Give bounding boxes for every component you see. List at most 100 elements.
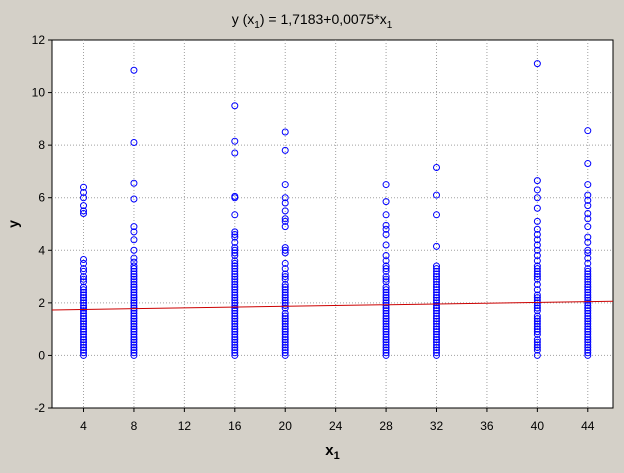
data-point <box>433 333 441 341</box>
data-point <box>584 325 592 333</box>
data-point <box>584 160 592 168</box>
data-point <box>584 273 592 281</box>
data-point <box>382 286 390 294</box>
data-point <box>130 336 138 344</box>
data-point <box>584 286 592 294</box>
data-point <box>80 283 88 291</box>
data-point <box>231 244 239 252</box>
data-point <box>382 338 390 346</box>
x-tick-label: 8 <box>131 419 138 433</box>
data-point <box>533 265 541 273</box>
data-point <box>584 215 592 223</box>
data-point <box>281 338 289 346</box>
data-point <box>281 304 289 312</box>
x-axis-label-base: x <box>325 442 334 459</box>
data-point <box>382 320 390 328</box>
data-point <box>533 231 541 239</box>
data-point <box>433 307 441 315</box>
data-point <box>281 275 289 283</box>
data-point <box>130 341 138 349</box>
data-point <box>281 336 289 344</box>
data-point <box>130 275 138 283</box>
x-tick-label: 40 <box>531 419 545 433</box>
data-point <box>382 312 390 320</box>
data-point <box>584 323 592 331</box>
data-point <box>433 330 441 338</box>
data-point <box>80 336 88 344</box>
data-point <box>130 223 138 231</box>
data-point <box>584 233 592 241</box>
x-tick-label: 4 <box>80 419 87 433</box>
data-point <box>231 283 239 291</box>
data-point <box>533 280 541 288</box>
data-point <box>80 317 88 325</box>
y-tick-label: 2 <box>38 296 45 310</box>
x-axis-label-subscript: 1 <box>334 450 340 462</box>
data-point <box>80 286 88 294</box>
data-point <box>130 299 138 307</box>
data-point <box>130 338 138 346</box>
x-tick-label: 12 <box>178 419 192 433</box>
data-point <box>80 288 88 296</box>
data-point <box>80 294 88 302</box>
data-point <box>281 315 289 323</box>
data-point <box>80 207 88 215</box>
data-point <box>382 341 390 349</box>
data-point <box>130 228 138 236</box>
data-point <box>433 275 441 283</box>
data-point <box>382 252 390 260</box>
data-point <box>533 328 541 336</box>
data-point <box>231 309 239 317</box>
data-point <box>382 315 390 323</box>
data-point <box>80 291 88 299</box>
data-point <box>281 265 289 273</box>
data-point <box>382 299 390 307</box>
y-tick-label: 6 <box>38 191 45 205</box>
data-point <box>130 330 138 338</box>
data-point <box>382 291 390 299</box>
data-point <box>584 304 592 312</box>
data-point <box>281 286 289 294</box>
data-point <box>533 323 541 331</box>
data-point <box>533 312 541 320</box>
data-point <box>130 351 138 359</box>
y-tick-label: 4 <box>38 243 45 257</box>
data-point <box>382 273 390 281</box>
data-point <box>231 301 239 309</box>
data-point <box>584 341 592 349</box>
data-point <box>433 262 441 270</box>
data-point <box>533 194 541 202</box>
data-point <box>130 286 138 294</box>
x-tick-label: 16 <box>228 419 242 433</box>
data-point <box>382 257 390 265</box>
data-point <box>130 288 138 296</box>
data-point <box>281 325 289 333</box>
data-point <box>533 252 541 260</box>
data-point <box>382 231 390 239</box>
data-point <box>281 301 289 309</box>
data-point <box>80 307 88 315</box>
data-point <box>231 228 239 236</box>
y-tick-label: 8 <box>38 138 45 152</box>
title-prefix: y (x <box>232 11 255 27</box>
data-point <box>281 320 289 328</box>
data-point <box>231 320 239 328</box>
data-point <box>130 283 138 291</box>
data-point <box>80 267 88 275</box>
x-tick-label: 20 <box>279 419 293 433</box>
data-point <box>533 273 541 281</box>
data-point <box>533 344 541 352</box>
data-point <box>533 341 541 349</box>
data-point <box>433 265 441 273</box>
data-point <box>382 323 390 331</box>
data-point <box>80 209 88 217</box>
data-point <box>533 186 541 194</box>
data-point <box>281 330 289 338</box>
data-point <box>382 333 390 341</box>
data-point <box>281 283 289 291</box>
data-point <box>382 317 390 325</box>
data-point <box>231 252 239 260</box>
data-point <box>584 344 592 352</box>
